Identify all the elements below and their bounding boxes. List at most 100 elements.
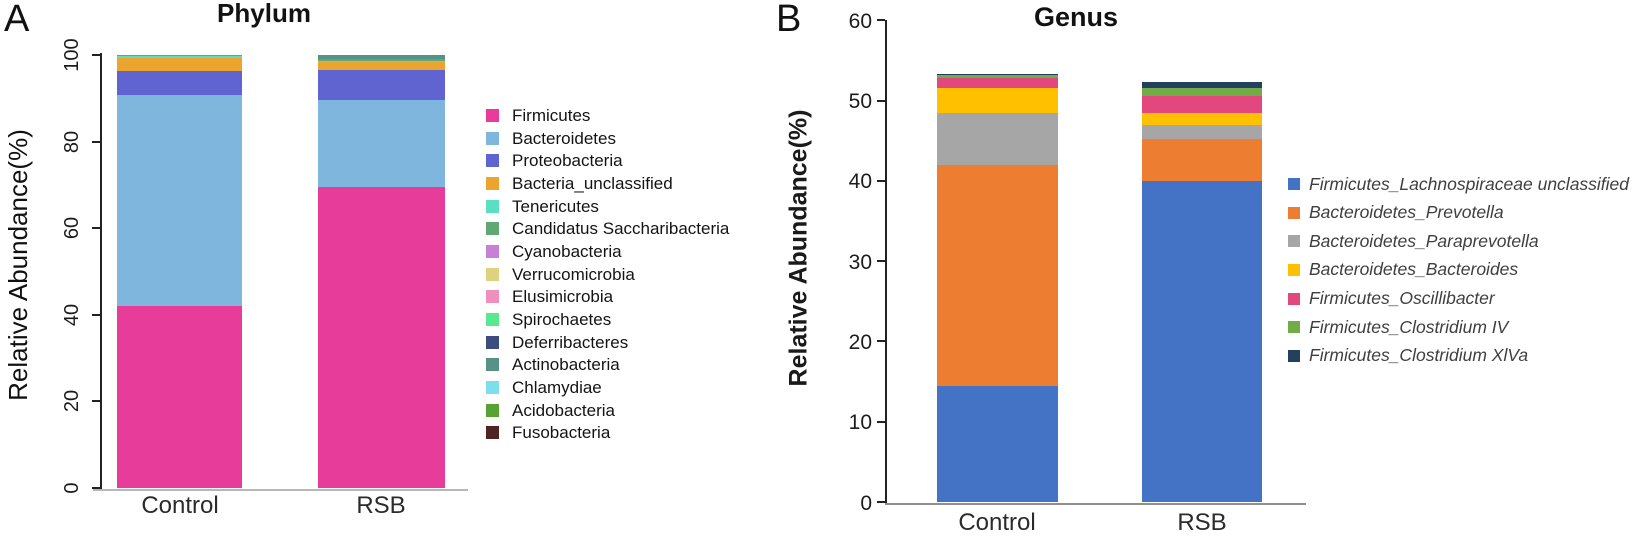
legend-swatch — [486, 199, 499, 213]
bar-segment-firmicutes — [117, 306, 242, 488]
legend-item: Tenericutes — [486, 195, 729, 218]
category-label-rsb: RSB — [356, 492, 406, 519]
legend-label: Bacteroidetes_Prevotella — [1309, 202, 1504, 223]
bar-segment-candidatus-saccharibacteria — [117, 55, 242, 56]
legend-swatch — [486, 154, 499, 168]
legend-item: Elusimicrobia — [486, 286, 729, 309]
y-axis-tick — [877, 501, 885, 503]
legend-swatch — [1288, 349, 1300, 362]
legend-item: Bacteroidetes_Bacteroides — [1288, 256, 1629, 285]
panel-b-label: B — [776, 0, 802, 40]
legend-label: Actinobacteria — [512, 355, 620, 375]
genus-chart-title: Genus — [1033, 2, 1119, 32]
legend-item: Verrucomicrobia — [486, 263, 729, 286]
bar-segment-firmicutes-clostridium-xlva — [937, 74, 1058, 76]
bar-segment-bacteroidetes-prevotella — [937, 164, 1058, 387]
legend-swatch — [1288, 235, 1300, 248]
y-axis-tick — [92, 487, 100, 489]
legend-label: Bacteroidetes_Paraprevotella — [1309, 230, 1539, 251]
bar-segment-firmicutes-clostridium-iv — [1142, 87, 1262, 97]
bar-segment-firmicutes-oscillibacter — [1142, 96, 1262, 114]
y-axis-tick — [92, 400, 100, 403]
y-tick-label: 60 — [848, 9, 872, 33]
y-axis-tick — [92, 140, 100, 143]
bar-segment-bacteroidetes-prevotella — [1142, 139, 1262, 181]
legend-item: Deferribacteres — [486, 331, 729, 354]
legend-item: Firmicutes — [486, 104, 729, 127]
legend-swatch — [486, 358, 499, 372]
panel-a-label: A — [4, 0, 30, 40]
category-label-rsb: RSB — [1177, 509, 1227, 536]
bar-segment-bacteria-unclassified — [318, 61, 445, 71]
x-axis-baseline — [93, 489, 468, 491]
bar-segment-firmicutes-clostridium-xlva — [1142, 82, 1262, 88]
legend-swatch — [486, 381, 499, 395]
legend-swatch — [486, 108, 499, 122]
category-label-control: Control — [958, 509, 1036, 536]
bar-segment-bacteroidetes — [318, 100, 445, 188]
legend-swatch — [486, 176, 499, 190]
bar-segment-bacteroidetes-paraprevotella — [1142, 125, 1262, 140]
legend-item: Chlamydiae — [486, 376, 729, 399]
y-axis-tick — [877, 420, 885, 423]
y-axis-tick — [92, 313, 100, 316]
legend-item: Spirochaetes — [486, 308, 729, 331]
legend-item: Firmicutes_Clostridium IV — [1288, 313, 1629, 342]
bar-segment-proteobacteria — [318, 70, 445, 101]
legend-label: Fusobacteria — [512, 423, 611, 443]
phylum-chart-title: Phylum — [217, 0, 311, 28]
bar-segment-bacteroidetes-bacteroides — [1142, 113, 1262, 126]
bar-segment-bacteroidetes — [117, 94, 242, 307]
category-label-control: Control — [141, 492, 219, 519]
bar-segment-bacteroidetes-paraprevotella — [937, 112, 1058, 165]
legend-label: Verrucomicrobia — [512, 264, 635, 284]
y-tick-label: 20 — [848, 330, 872, 354]
legend-swatch — [1288, 264, 1300, 277]
y-axis-line — [885, 20, 887, 504]
legend: Firmicutes Bacteroidetes Proteobacteria Bac… — [486, 104, 729, 444]
legend-label: Chlamydiae — [512, 378, 602, 398]
bar-segment-candidatus-saccharibacteria — [318, 58, 445, 62]
bar-segment-firmicutes — [318, 187, 445, 488]
bar-segment-proteobacteria — [117, 70, 242, 95]
bar-segment-firmicutes-clostridium-iv — [937, 75, 1058, 78]
legend-swatch — [486, 222, 499, 236]
bar-segment-tenericutes — [117, 55, 242, 59]
legend-label: Candidatus Saccharibacteria — [512, 219, 730, 239]
legend-swatch — [486, 335, 499, 349]
y-axis-tick — [92, 227, 100, 230]
legend-item: Fusobacteria — [486, 422, 729, 445]
legend-label: Acidobacteria — [512, 400, 616, 420]
y-axis-tick — [877, 99, 885, 102]
legend-item: Proteobacteria — [486, 149, 729, 172]
legend-label: Tenericutes — [512, 196, 599, 216]
y-axis-tick — [877, 19, 885, 22]
x-axis-baseline — [885, 503, 1306, 505]
y-axis-tick — [92, 54, 100, 56]
bar-segment-actinobacteria — [318, 55, 445, 59]
legend-swatch — [1288, 292, 1300, 305]
legend-label: Bacteroidetes_Bacteroides — [1309, 259, 1519, 280]
legend-item: Firmicutes_Lachnospiraceae unclassified — [1288, 170, 1629, 199]
y-tick-label: 40 — [848, 170, 872, 194]
y-axis-tick — [877, 179, 885, 182]
legend-label: Firmicutes_Oscillibacter — [1309, 287, 1495, 308]
legend-item: Actinobacteria — [486, 354, 729, 377]
legend-item: Candidatus Saccharibacteria — [486, 217, 729, 240]
legend-item: Bacteroidetes_Paraprevotella — [1288, 227, 1629, 256]
legend-swatch — [486, 131, 499, 145]
legend-label: Elusimicrobia — [512, 287, 614, 307]
y-axis-tick — [877, 340, 885, 343]
legend-swatch — [1288, 178, 1300, 191]
bar-segment-tenericutes — [318, 61, 445, 62]
y-axis-tick — [877, 260, 885, 263]
legend-item: Firmicutes_Clostridium XlVa — [1288, 342, 1629, 371]
y-tick-label: 50 — [848, 90, 872, 113]
legend: Firmicutes_Lachnospiraceae unclassified B… — [1288, 170, 1629, 370]
legend-item: Cyanobacteria — [486, 240, 729, 263]
legend-label: Bacteroidetes — [512, 128, 616, 148]
legend-label: Bacteria_unclassified — [512, 173, 673, 193]
y-tick-label: 0 — [860, 491, 872, 515]
